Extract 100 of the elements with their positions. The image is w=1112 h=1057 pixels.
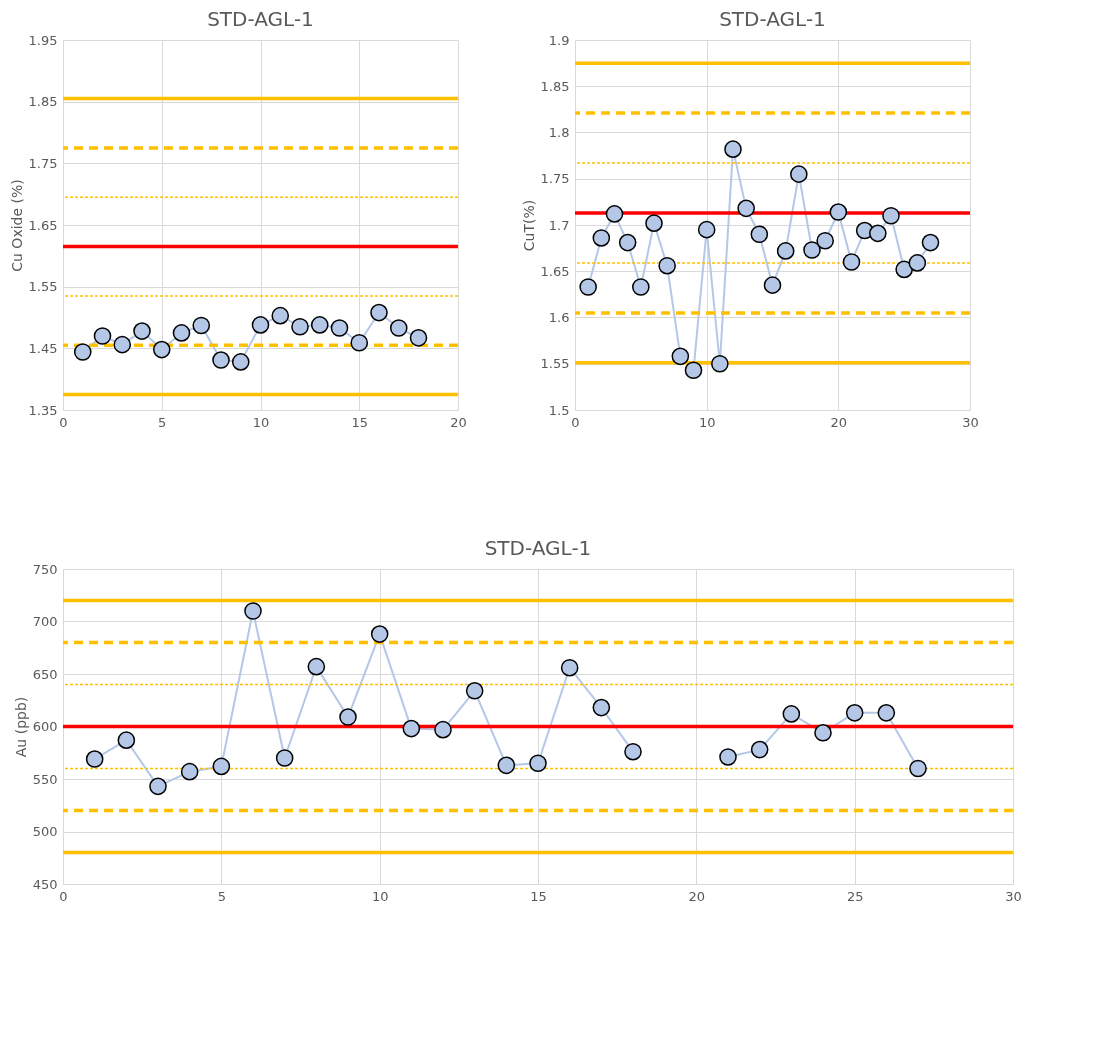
point	[671, 347, 690, 366]
x-tick-label: 30	[962, 414, 979, 430]
x-tick-label: 0	[59, 888, 68, 904]
point	[310, 316, 329, 334]
point	[842, 253, 861, 271]
x-tick-label: 10	[371, 888, 389, 904]
point	[618, 233, 637, 252]
point	[921, 233, 940, 252]
y-tick-label: 1.8	[548, 125, 570, 140]
point	[465, 682, 484, 700]
point	[605, 205, 624, 223]
point	[291, 317, 309, 336]
point	[117, 731, 136, 749]
x-tick-label: 15	[530, 888, 547, 904]
point	[339, 708, 357, 726]
point	[763, 276, 782, 294]
point	[251, 316, 270, 334]
point	[829, 203, 848, 221]
point	[370, 625, 389, 643]
x-tick-label: 20	[688, 888, 706, 904]
point	[73, 343, 92, 361]
point	[370, 303, 388, 322]
x-tick-label: 25	[846, 888, 864, 904]
y-tick-label: 450	[32, 876, 58, 892]
point	[711, 354, 729, 373]
x-tick-label: 20	[450, 414, 467, 430]
point	[434, 720, 452, 739]
x-tick-label: 10	[698, 414, 716, 430]
point	[684, 361, 703, 380]
point	[750, 225, 769, 244]
y-axis-title: Au (ppb)	[12, 696, 29, 758]
point	[895, 260, 913, 279]
x-tick-label: 10	[252, 414, 270, 430]
x-tick-label: 30	[1005, 888, 1022, 904]
point	[172, 324, 191, 342]
point	[869, 224, 887, 243]
y-tick-label: 1.85	[28, 94, 58, 110]
x-tick-label: 15	[351, 414, 369, 430]
x-tick-label: 0	[571, 414, 580, 430]
point	[244, 602, 262, 620]
y-tick-label: 1.75	[540, 171, 570, 187]
point	[816, 231, 834, 250]
point	[350, 333, 369, 352]
y-axis-title: CuT(%)	[520, 199, 537, 252]
point	[330, 319, 349, 337]
y-tick-label: 1.55	[540, 356, 570, 372]
point	[632, 278, 650, 296]
point	[592, 229, 611, 247]
point	[579, 278, 597, 296]
y-tick-label: 1.35	[28, 402, 58, 418]
y-tick-label: 600	[32, 719, 58, 734]
y-tick-label: 1.85	[540, 78, 570, 94]
point	[93, 327, 112, 345]
point	[133, 322, 151, 340]
point	[402, 719, 421, 738]
y-tick-label: 750	[32, 561, 58, 577]
point	[908, 254, 927, 272]
point	[212, 351, 230, 369]
y-tick-label: 1.5	[548, 402, 570, 418]
x-tick-label: 5	[217, 888, 226, 904]
y-tick-label: 1.45	[28, 340, 58, 356]
y-tick-label: 1.75	[28, 155, 58, 171]
y-tick-label: 1.65	[28, 217, 58, 233]
point	[231, 353, 250, 371]
point	[113, 335, 132, 354]
point	[560, 658, 579, 677]
point	[737, 199, 755, 218]
point	[212, 757, 231, 776]
chart-title: STD-AGL-1	[719, 7, 826, 31]
point	[271, 306, 290, 325]
y-tick-label: 1.9	[548, 32, 570, 48]
chart-title: STD-AGL-1	[484, 536, 592, 560]
point	[658, 256, 676, 275]
y-axis-title: Cu Oxide (%)	[8, 179, 25, 272]
point	[624, 742, 642, 761]
chart-title: STD-AGL-1	[207, 7, 314, 31]
point	[592, 698, 611, 717]
x-tick-label: 0	[59, 414, 68, 430]
y-tick-label: 500	[32, 824, 58, 839]
y-tick-label: 1.65	[540, 263, 570, 279]
y-tick-label: 650	[32, 666, 58, 682]
y-tick-label: 700	[32, 614, 58, 629]
point	[724, 140, 742, 158]
point	[275, 749, 294, 767]
y-tick-label: 550	[32, 771, 58, 787]
point	[790, 165, 808, 183]
point	[180, 762, 199, 781]
point	[152, 340, 171, 359]
point	[497, 756, 516, 775]
point	[645, 214, 663, 232]
y-tick-label: 1.55	[28, 279, 58, 295]
point	[192, 316, 211, 335]
y-tick-label: 1.7	[548, 217, 570, 233]
point	[803, 241, 821, 259]
point	[149, 777, 167, 796]
x-tick-label: 20	[830, 414, 848, 430]
point	[389, 319, 408, 337]
y-tick-label: 1.6	[548, 310, 570, 325]
point	[409, 329, 428, 347]
point	[697, 220, 716, 239]
